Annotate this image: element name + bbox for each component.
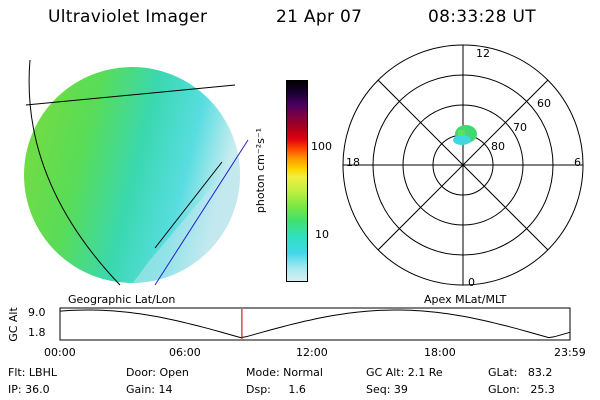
info-seq: Seq: 39 [366,383,408,396]
info-gc-alt: GC Alt: 2.1 Re [366,366,443,379]
mlt-label-18: 18 [346,156,360,169]
latitude-line [25,84,236,106]
x-tick-0600: 06:00 [169,346,201,359]
x-tick-1200: 12:00 [296,346,328,359]
info-dsp: Dsp: 1.6 [246,383,306,396]
mlt-label-12: 12 [476,47,490,60]
time-label: 08:33:28 UT [428,7,536,27]
info-ip: IP: 36.0 [8,383,50,396]
timeline-y-tick-9: 9.0 [28,306,46,319]
info-glon: GLon: 25.3 [488,383,555,396]
altitude-curve [59,309,571,339]
info-mode: Mode: Normal [246,366,323,379]
x-tick-2359: 23:59 [554,346,586,359]
timeline-frame [59,307,571,341]
lat-label-80: 80 [491,140,505,153]
terminator-line [28,59,121,286]
x-tick-1800: 18:00 [424,346,456,359]
info-filter: Flt: LBHL [8,366,57,379]
info-gain: Gain: 14 [126,383,173,396]
info-door: Door: Open [126,366,189,379]
longitude-line [154,161,223,249]
lat-label-70: 70 [513,121,527,134]
timeline-y-tick-1: 1.8 [28,326,46,339]
x-tick-0000: 00:00 [44,346,76,359]
instrument-title: Ultraviolet Imager [48,7,208,27]
date-label: 21 Apr 07 [276,7,363,27]
info-glat: GLat: 83.2 [488,366,553,379]
mlt-label-6: 6 [574,156,581,169]
timeline-left-title: Geographic Lat/Lon [68,293,176,306]
meridian-line [154,139,249,286]
colorbar [286,80,308,282]
mlt-label-0: 0 [468,276,475,289]
lat-label-60: 60 [537,97,551,110]
timeline-right-title: Apex MLat/MLT [424,293,507,306]
colorbar-tick-100: 100 [311,140,332,153]
colorbar-tick-10: 10 [315,228,329,241]
